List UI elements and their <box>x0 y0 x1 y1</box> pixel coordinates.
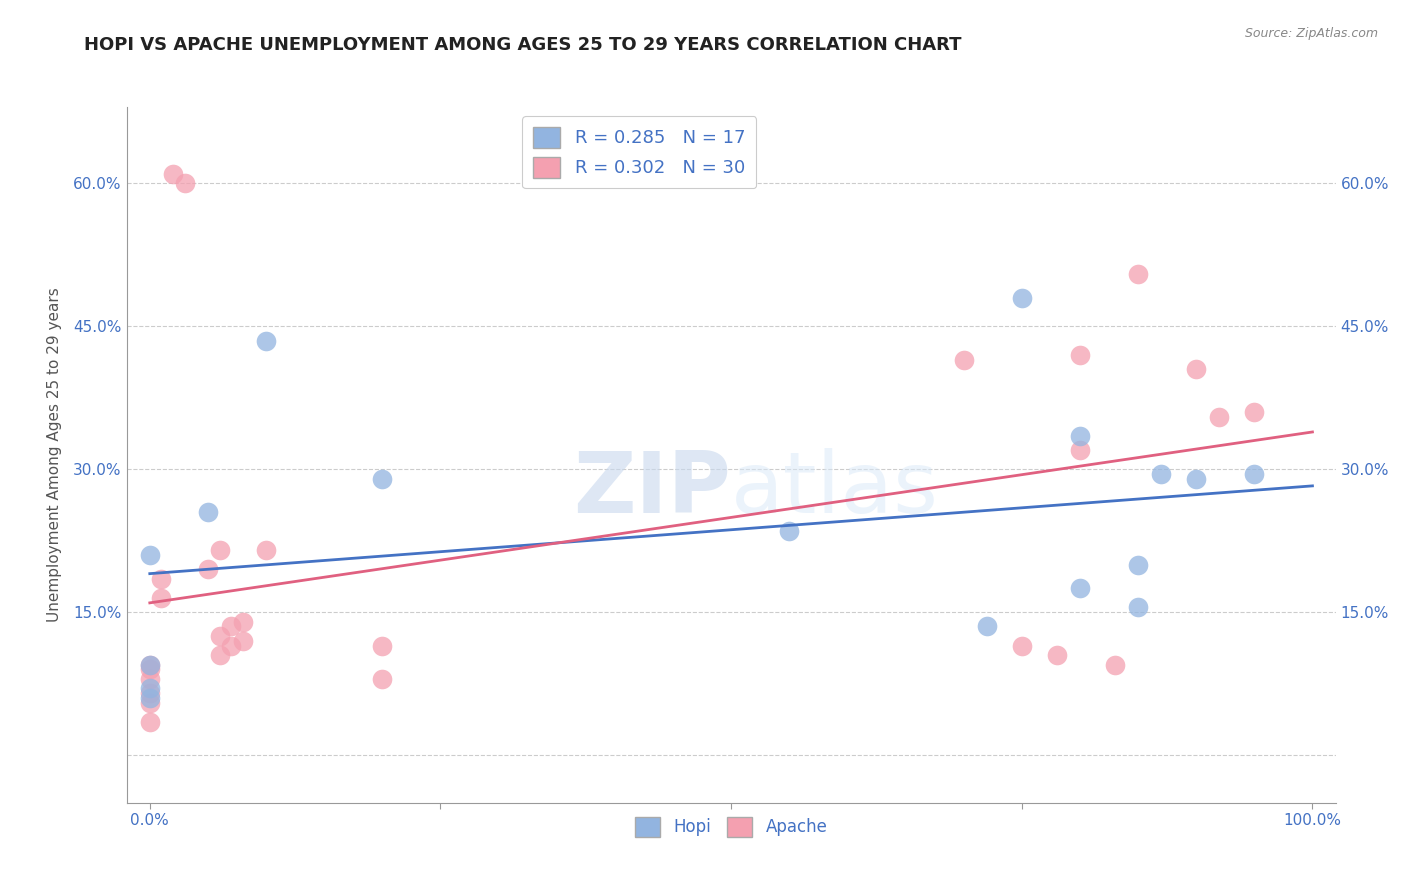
Point <box>1243 467 1265 481</box>
Point <box>232 615 254 629</box>
Point <box>1185 472 1208 486</box>
Point <box>208 543 231 558</box>
Point <box>1185 362 1208 376</box>
Point <box>1069 443 1091 458</box>
Point <box>139 657 162 672</box>
Point <box>232 633 254 648</box>
Point <box>1069 348 1091 362</box>
Point <box>197 505 219 519</box>
Point <box>139 714 162 729</box>
Legend: Hopi, Apache: Hopi, Apache <box>628 811 834 843</box>
Point <box>371 472 394 486</box>
Point <box>208 629 231 643</box>
Text: ZIP: ZIP <box>574 448 731 532</box>
Point <box>173 176 195 190</box>
Point <box>197 562 219 576</box>
Point <box>254 543 277 558</box>
Point <box>1150 467 1173 481</box>
Point <box>254 334 277 348</box>
Point <box>1069 582 1091 596</box>
Point <box>1243 405 1265 419</box>
Point <box>1208 409 1230 424</box>
Point <box>371 672 394 686</box>
Point <box>139 681 162 696</box>
Point <box>139 690 162 705</box>
Point <box>952 352 974 367</box>
Point <box>1126 267 1149 281</box>
Point <box>1126 600 1149 615</box>
Point <box>1104 657 1126 672</box>
Point <box>139 548 162 562</box>
Point <box>150 572 173 586</box>
Text: HOPI VS APACHE UNEMPLOYMENT AMONG AGES 25 TO 29 YEARS CORRELATION CHART: HOPI VS APACHE UNEMPLOYMENT AMONG AGES 2… <box>84 36 962 54</box>
Point <box>1126 558 1149 572</box>
Point <box>162 167 184 181</box>
Point <box>219 619 242 633</box>
Point <box>208 648 231 662</box>
Point <box>1011 639 1033 653</box>
Point <box>1011 291 1033 305</box>
Point <box>139 686 162 700</box>
Text: Source: ZipAtlas.com: Source: ZipAtlas.com <box>1244 27 1378 40</box>
Point <box>139 657 162 672</box>
Y-axis label: Unemployment Among Ages 25 to 29 years: Unemployment Among Ages 25 to 29 years <box>46 287 62 623</box>
Point <box>976 619 998 633</box>
Point <box>139 696 162 710</box>
Point <box>219 639 242 653</box>
Point <box>139 662 162 676</box>
Text: atlas: atlas <box>731 448 939 532</box>
Point <box>778 524 800 538</box>
Point <box>150 591 173 605</box>
Point <box>371 639 394 653</box>
Point <box>139 672 162 686</box>
Point <box>1046 648 1069 662</box>
Point <box>1069 429 1091 443</box>
